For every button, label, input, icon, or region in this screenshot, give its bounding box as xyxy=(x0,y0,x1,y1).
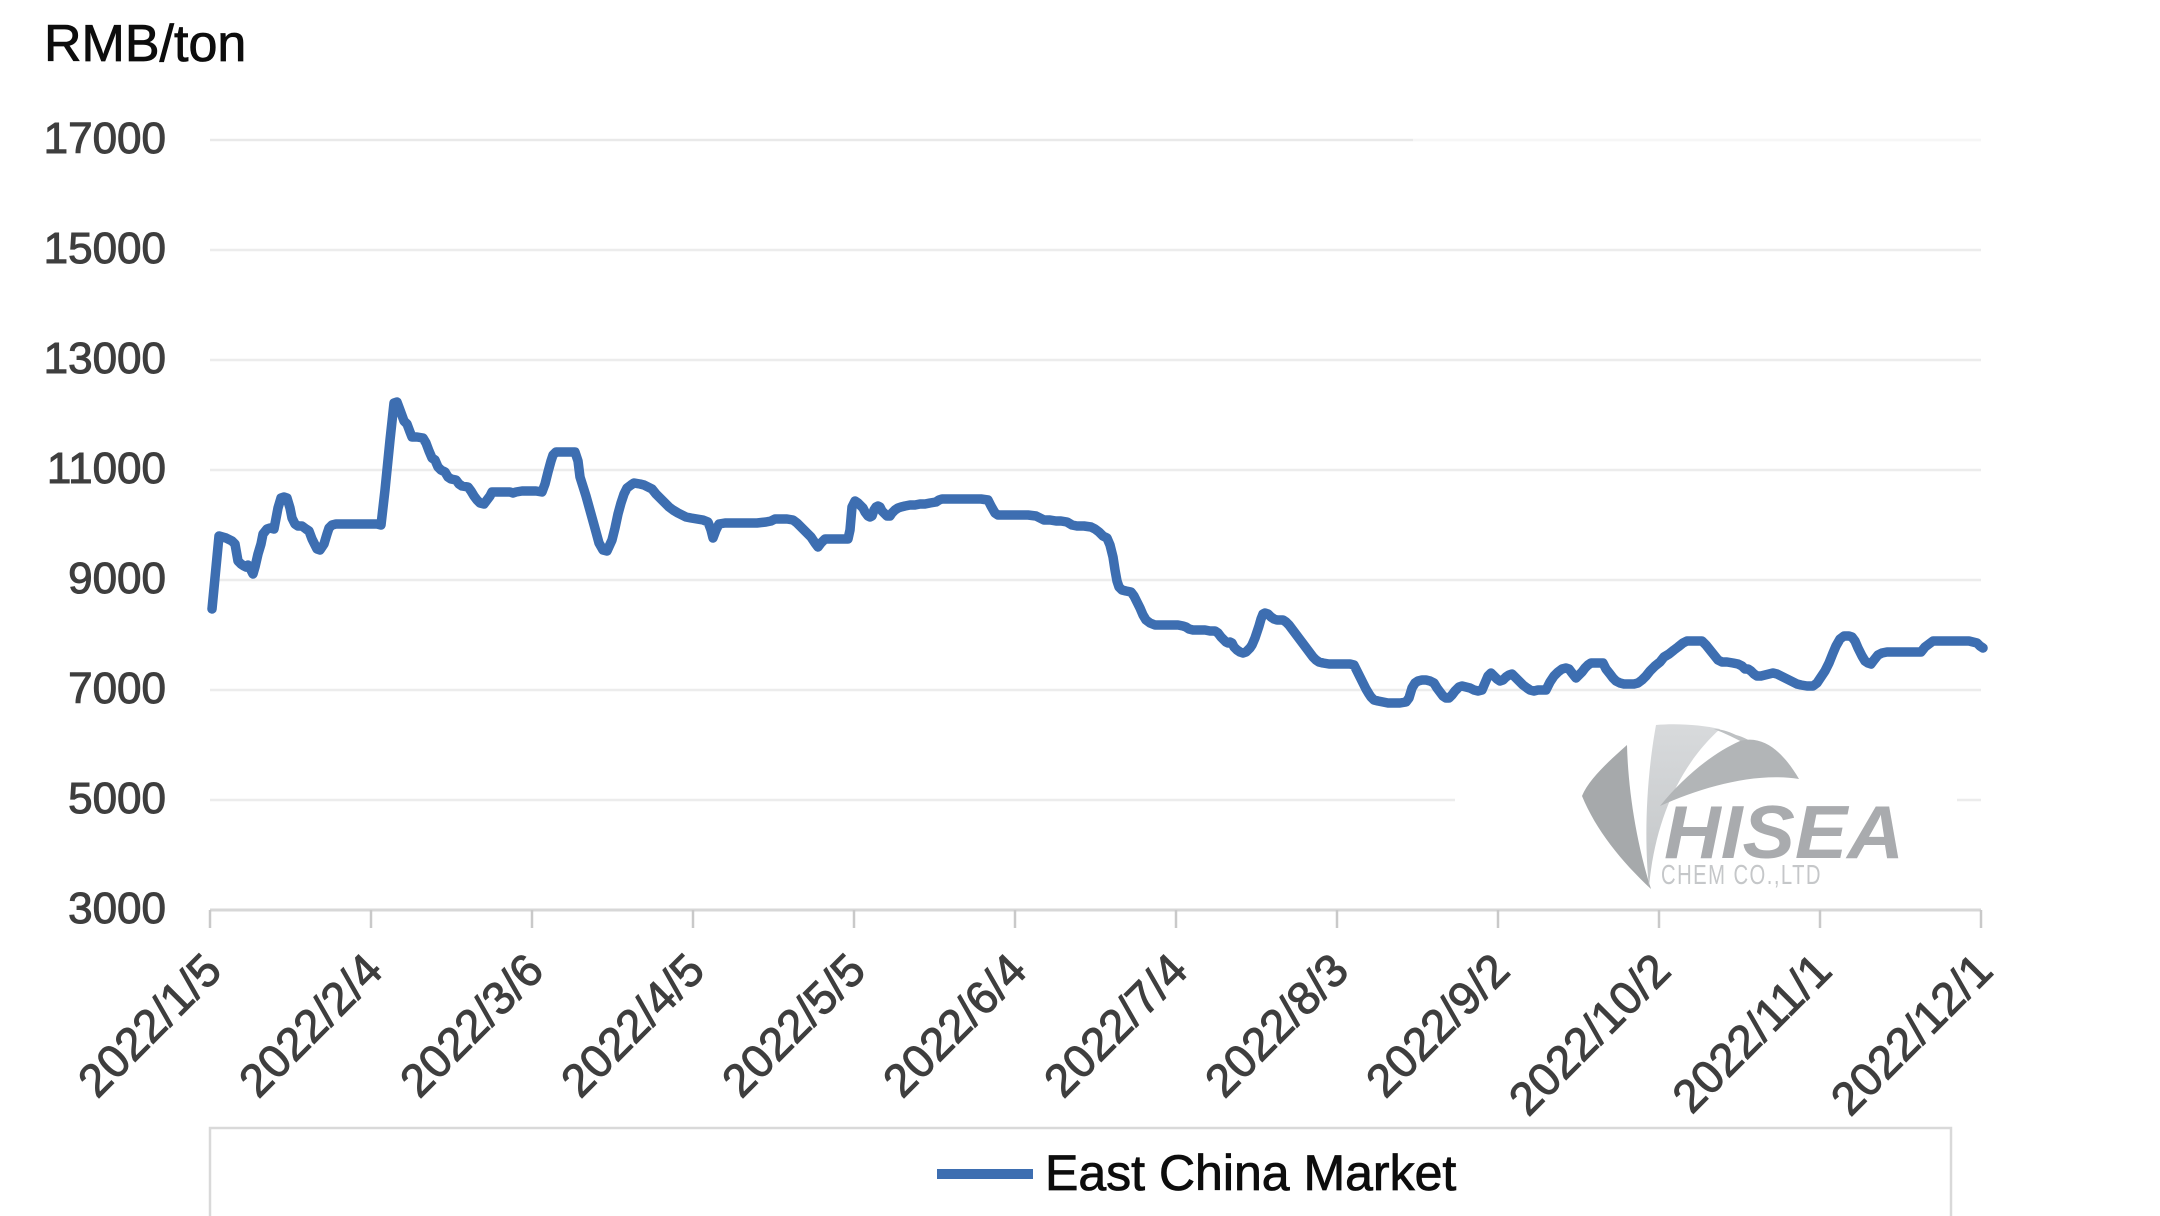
svg-text:11000: 11000 xyxy=(47,444,166,493)
svg-text:5000: 5000 xyxy=(68,774,166,823)
svg-text:17000: 17000 xyxy=(44,114,166,163)
svg-text:7000: 7000 xyxy=(68,664,166,713)
svg-text:13000: 13000 xyxy=(44,334,166,383)
svg-text:15000: 15000 xyxy=(44,224,166,273)
svg-text:HISEA: HISEA xyxy=(1664,790,1904,874)
svg-text:9000: 9000 xyxy=(68,554,166,603)
svg-text:3000: 3000 xyxy=(68,884,166,933)
svg-text:RMB/ton: RMB/ton xyxy=(44,15,246,73)
svg-text:CHEM CO.,LTD: CHEM CO.,LTD xyxy=(1661,859,1822,890)
svg-text:East China Market: East China Market xyxy=(1045,1145,1456,1201)
